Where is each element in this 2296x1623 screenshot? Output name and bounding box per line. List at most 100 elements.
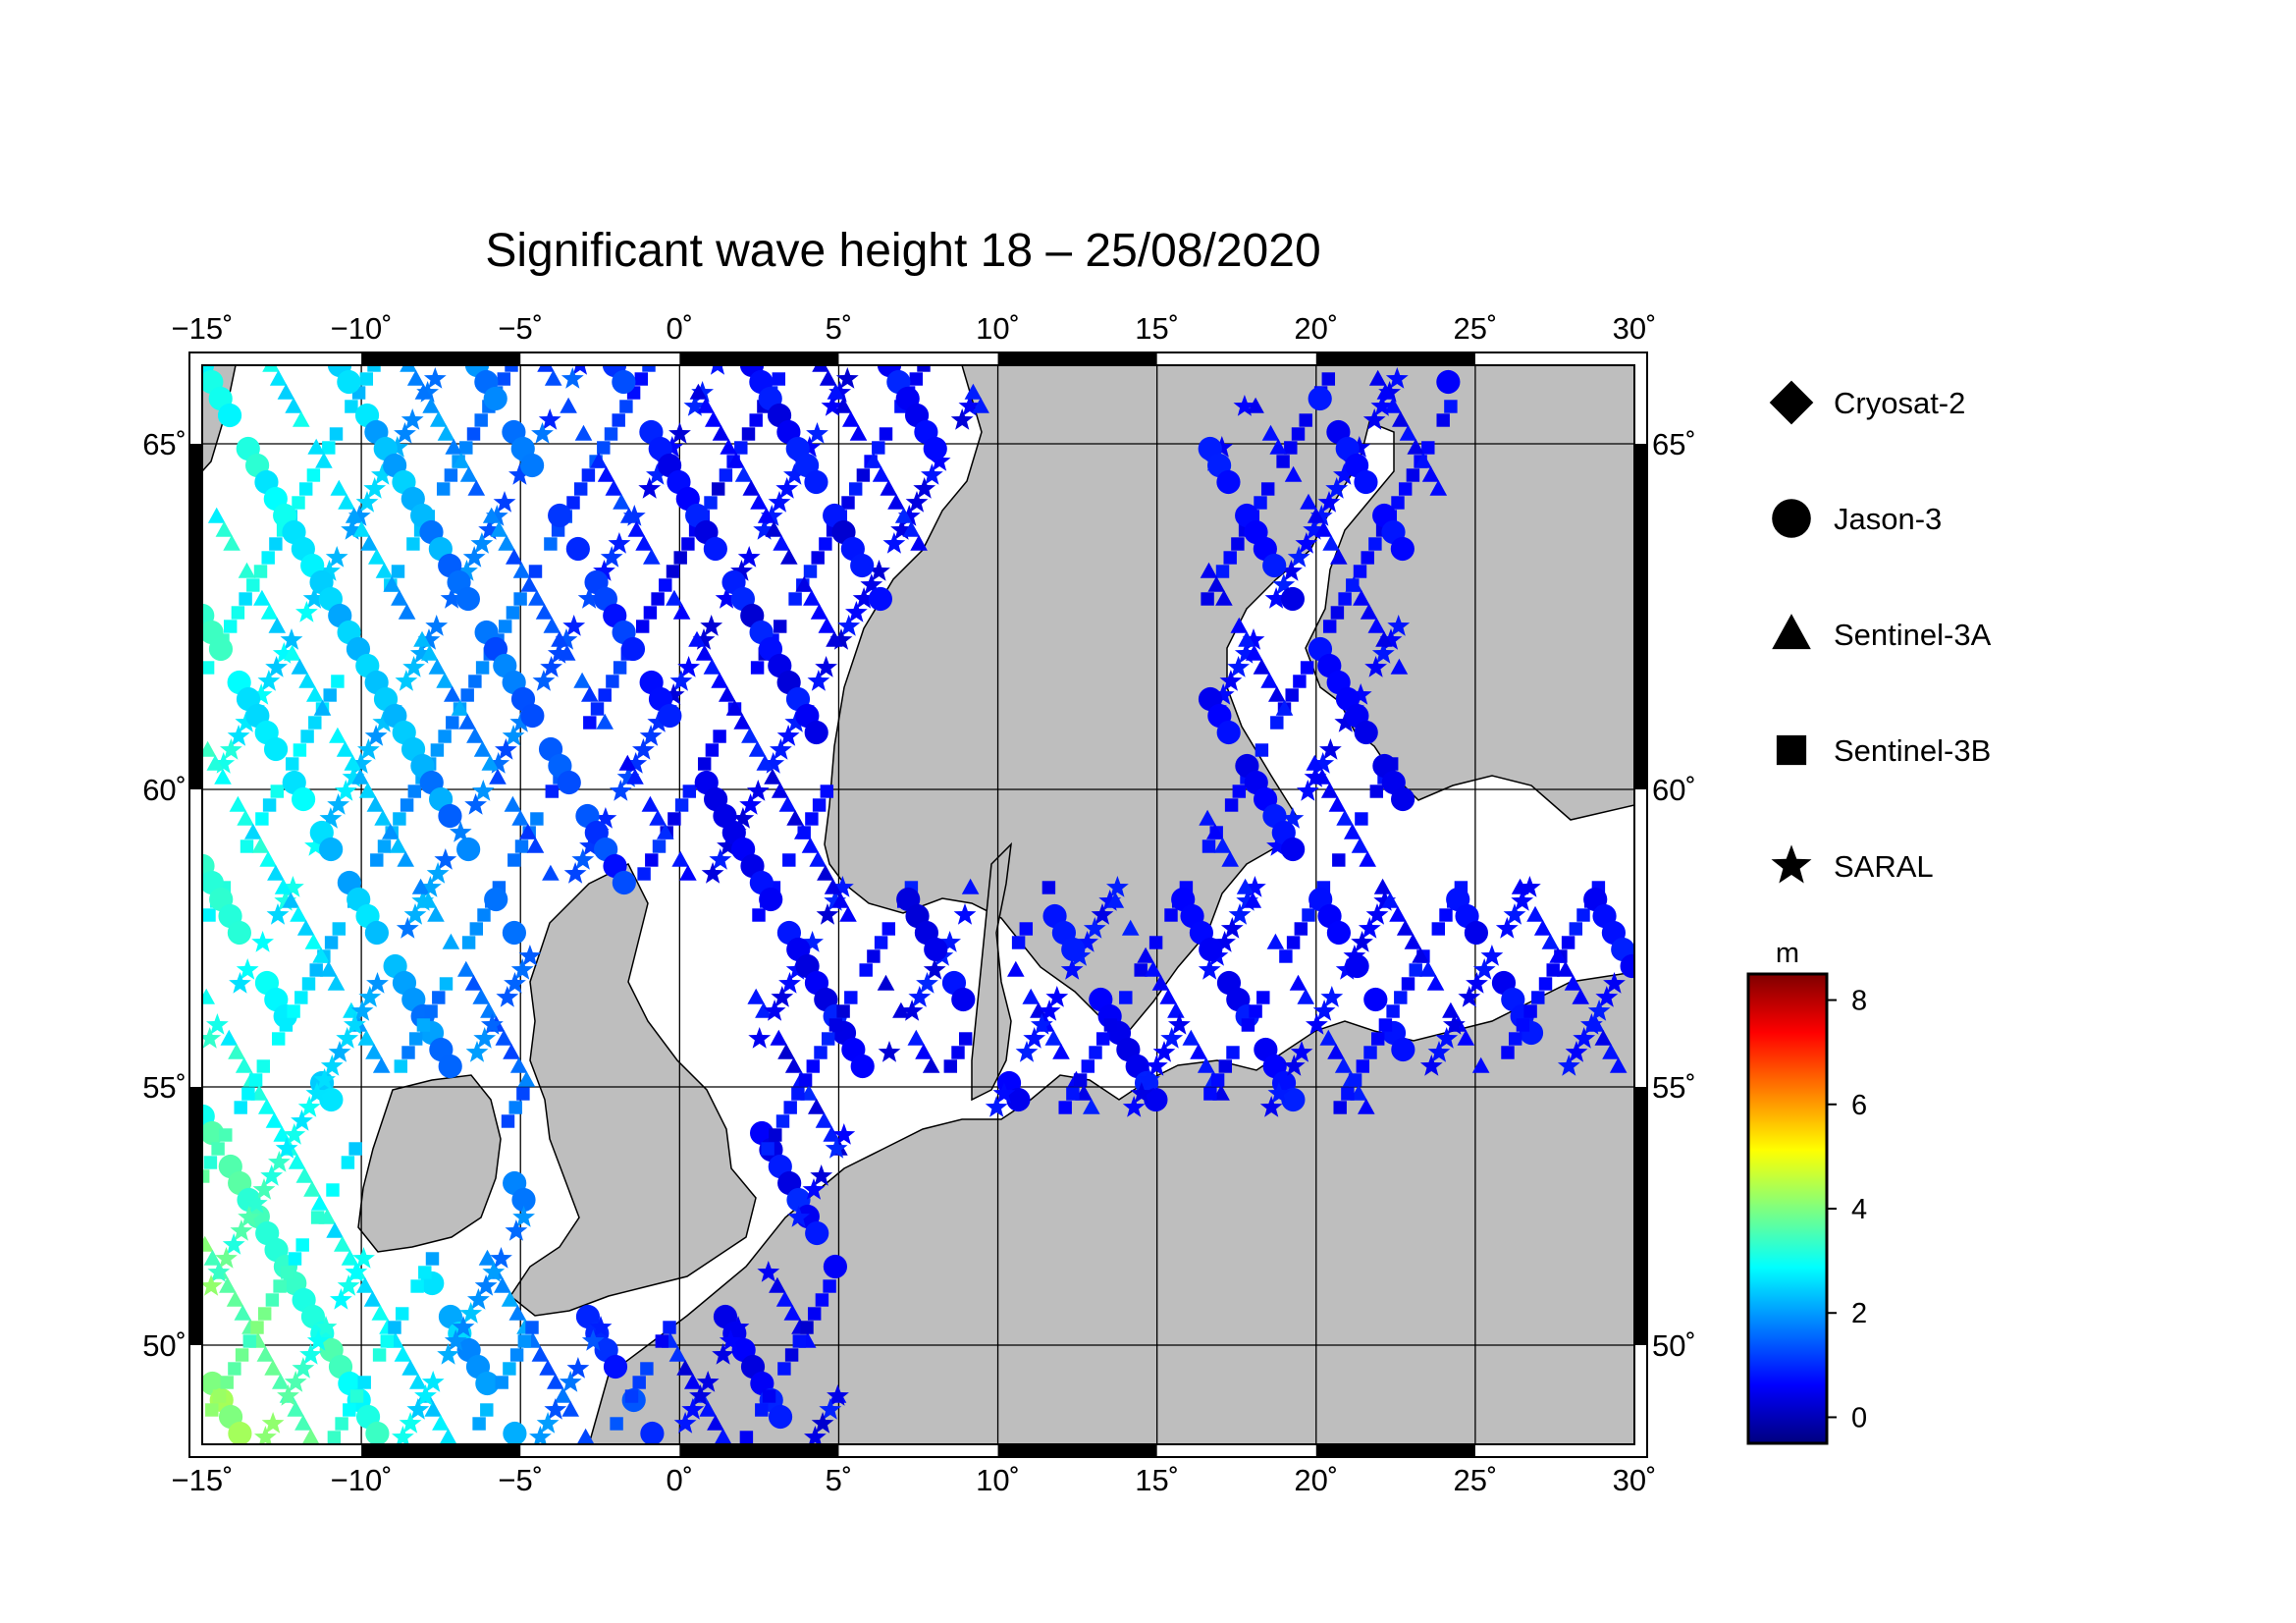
track-point bbox=[737, 546, 761, 568]
track-point bbox=[1387, 615, 1411, 636]
track-point bbox=[1220, 917, 1244, 939]
track-point bbox=[689, 1384, 712, 1406]
track-point bbox=[666, 589, 683, 606]
track-point bbox=[1319, 1029, 1338, 1046]
track-point bbox=[581, 468, 596, 482]
track-point bbox=[1355, 812, 1368, 826]
track-point bbox=[1609, 1056, 1628, 1073]
track-point bbox=[1322, 534, 1340, 551]
track-point bbox=[455, 560, 478, 581]
track-point bbox=[419, 892, 438, 908]
track-point bbox=[272, 642, 295, 664]
track-point bbox=[401, 1359, 419, 1376]
track-point bbox=[292, 1357, 315, 1379]
track-point bbox=[544, 1398, 567, 1420]
track-point bbox=[370, 853, 384, 867]
track-point bbox=[1392, 410, 1410, 427]
lat-tick-label: 65˚ bbox=[142, 427, 187, 461]
lon-tick-label: −15˚ bbox=[172, 1463, 234, 1497]
track-point bbox=[235, 1348, 249, 1362]
track-point bbox=[761, 1142, 774, 1156]
track-point bbox=[1495, 917, 1519, 939]
track-point bbox=[597, 441, 611, 455]
track-point bbox=[972, 397, 989, 413]
track-point bbox=[1427, 1041, 1451, 1062]
track-point bbox=[477, 908, 491, 922]
lat-tick-label: 50˚ bbox=[1652, 1328, 1696, 1363]
track-point bbox=[444, 685, 461, 702]
track-point bbox=[1307, 507, 1325, 523]
track-point bbox=[323, 688, 337, 702]
track-point bbox=[776, 725, 800, 746]
track-point bbox=[437, 1343, 459, 1365]
track-point bbox=[1210, 1073, 1225, 1087]
track-point bbox=[508, 1304, 527, 1321]
track-point bbox=[646, 463, 668, 485]
track-point bbox=[662, 683, 685, 705]
track-point bbox=[203, 1249, 222, 1266]
track-point bbox=[1190, 1043, 1207, 1059]
track-point bbox=[1227, 656, 1250, 677]
track-point bbox=[251, 837, 270, 853]
track-point bbox=[672, 603, 691, 620]
track-point bbox=[1431, 922, 1446, 936]
track-point bbox=[1297, 988, 1314, 1004]
track-point bbox=[519, 823, 537, 839]
track-point bbox=[228, 1043, 245, 1059]
track-point bbox=[938, 931, 961, 952]
track-point bbox=[283, 1123, 306, 1145]
track-point bbox=[292, 786, 316, 812]
track-point bbox=[841, 496, 855, 510]
track-point bbox=[688, 630, 706, 647]
track-point bbox=[459, 465, 478, 482]
track-point bbox=[1328, 795, 1347, 812]
track-point bbox=[868, 560, 890, 581]
track-point bbox=[699, 1400, 717, 1417]
track-point bbox=[391, 565, 405, 578]
track-point bbox=[741, 727, 759, 743]
track-point bbox=[438, 803, 462, 829]
legend-label: Jason-3 bbox=[1834, 502, 1942, 536]
track-point bbox=[1284, 465, 1303, 482]
track-point bbox=[482, 1261, 506, 1282]
track-point bbox=[1345, 575, 1362, 592]
track-point bbox=[1231, 537, 1245, 551]
track-point bbox=[313, 699, 332, 716]
track-point bbox=[1212, 1084, 1230, 1101]
track-point bbox=[1508, 1032, 1522, 1046]
track-point bbox=[271, 1032, 286, 1046]
track-point bbox=[795, 575, 813, 592]
track-point bbox=[202, 661, 215, 675]
track-point bbox=[294, 1414, 312, 1431]
track-point bbox=[259, 850, 277, 867]
track-point bbox=[913, 477, 936, 499]
track-point bbox=[771, 986, 794, 1007]
track-point bbox=[1232, 784, 1247, 798]
track-point bbox=[328, 1041, 351, 1062]
track-point bbox=[240, 839, 254, 853]
track-point bbox=[810, 1164, 833, 1186]
denmark-land bbox=[971, 841, 1013, 1102]
track-point bbox=[467, 1288, 490, 1310]
track-point bbox=[1309, 505, 1333, 526]
track-point bbox=[1200, 562, 1218, 578]
track-point bbox=[548, 503, 572, 528]
track-point bbox=[403, 903, 427, 925]
track-point bbox=[1313, 768, 1331, 784]
track-point bbox=[1264, 587, 1288, 609]
track-point bbox=[1261, 424, 1280, 441]
track-point bbox=[812, 798, 827, 812]
track-point bbox=[814, 1046, 828, 1059]
track-point bbox=[1255, 743, 1269, 757]
track-point bbox=[808, 1098, 826, 1114]
lon-tick-label: 5˚ bbox=[826, 1463, 853, 1497]
track-point bbox=[1272, 573, 1296, 595]
track-point bbox=[1076, 931, 1098, 952]
track-point bbox=[508, 463, 531, 485]
track-point bbox=[1038, 1000, 1061, 1021]
track-point bbox=[229, 795, 247, 812]
track-point bbox=[371, 1304, 390, 1321]
track-point bbox=[220, 1376, 234, 1389]
track-point bbox=[581, 1329, 605, 1351]
track-point bbox=[471, 780, 495, 801]
